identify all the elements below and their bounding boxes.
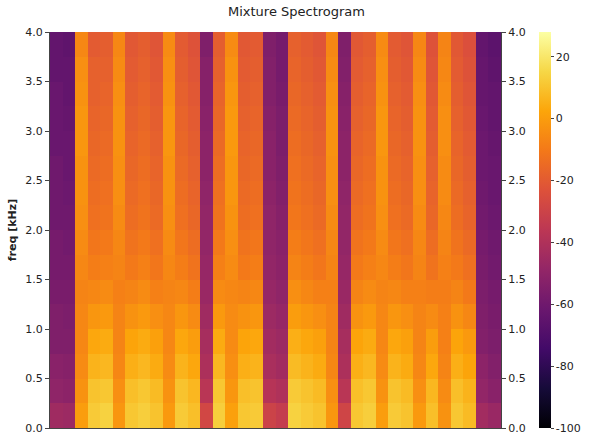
svg-text:2.0: 2.0 bbox=[25, 224, 43, 237]
svg-text:Mixture Spectrogram: Mixture Spectrogram bbox=[228, 4, 365, 19]
svg-text:2.5: 2.5 bbox=[25, 174, 43, 187]
svg-text:0.5: 0.5 bbox=[25, 372, 43, 385]
svg-text:0.0: 0.0 bbox=[508, 422, 526, 435]
svg-text:4.0: 4.0 bbox=[25, 26, 43, 39]
svg-text:-40: -40 bbox=[556, 236, 574, 249]
svg-text:1.5: 1.5 bbox=[25, 273, 43, 286]
svg-text:1.0: 1.0 bbox=[508, 323, 526, 336]
svg-text:3.0: 3.0 bbox=[25, 125, 43, 138]
svg-text:2.0: 2.0 bbox=[508, 224, 526, 237]
svg-text:freq [kHz]: freq [kHz] bbox=[6, 199, 19, 261]
svg-text:0: 0 bbox=[556, 112, 563, 125]
svg-text:-60: -60 bbox=[556, 298, 574, 311]
svg-text:20: 20 bbox=[556, 51, 570, 64]
svg-text:0.0: 0.0 bbox=[25, 422, 43, 435]
svg-text:1.5: 1.5 bbox=[508, 273, 526, 286]
svg-text:2.5: 2.5 bbox=[508, 174, 526, 187]
svg-text:3.0: 3.0 bbox=[508, 125, 526, 138]
svg-text:1.0: 1.0 bbox=[25, 323, 43, 336]
svg-text:4.0: 4.0 bbox=[508, 26, 526, 39]
svg-text:3.5: 3.5 bbox=[25, 75, 43, 88]
svg-text:-20: -20 bbox=[556, 174, 574, 187]
svg-text:-80: -80 bbox=[556, 360, 574, 373]
svg-text:3.5: 3.5 bbox=[508, 75, 526, 88]
svg-text:0.5: 0.5 bbox=[508, 372, 526, 385]
svg-text:-100: -100 bbox=[556, 422, 581, 435]
